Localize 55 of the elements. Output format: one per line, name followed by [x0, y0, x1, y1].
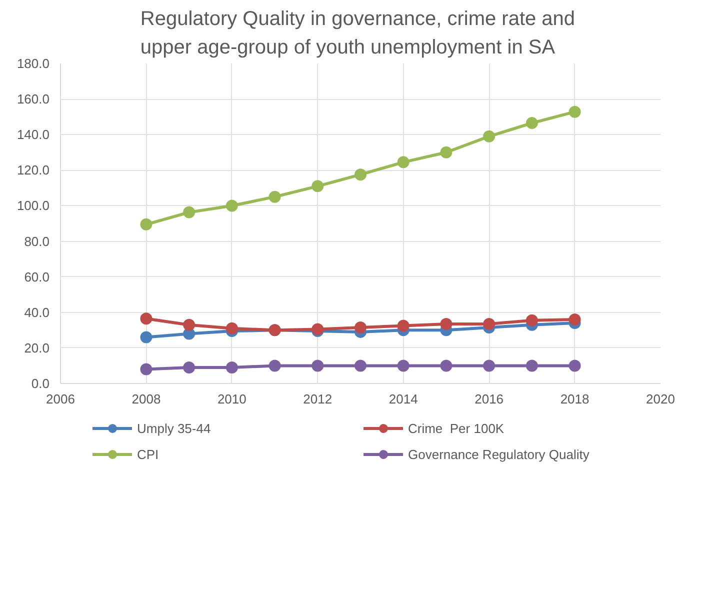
- y-tick-label: 20.0: [24, 340, 50, 356]
- x-tick-label: 2016: [474, 392, 504, 406]
- point: [268, 190, 281, 203]
- x-tick-label: 2020: [646, 392, 675, 406]
- point: [140, 363, 152, 376]
- point: [354, 322, 366, 334]
- chart-title: Regulatory Quality in governance, crime rate and upper age-group of youth unemployment in SA: [140, 8, 576, 58]
- point: [568, 360, 581, 372]
- x-tick-label: 2014: [388, 392, 418, 406]
- y-tick-label: 160.0: [16, 92, 50, 107]
- point: [440, 318, 452, 330]
- point: [140, 331, 152, 344]
- x-tick-label: 2010: [217, 392, 246, 406]
- point: [268, 360, 281, 372]
- point: [226, 362, 238, 374]
- point: [397, 320, 410, 332]
- point: [183, 206, 196, 218]
- y-tick-label: 100.0: [16, 198, 50, 214]
- point: [140, 312, 152, 325]
- y-tick-label: 180.0: [16, 56, 50, 71]
- point: [526, 314, 538, 326]
- point: [226, 200, 238, 212]
- point: [526, 360, 538, 372]
- point: [354, 168, 366, 181]
- point: [354, 360, 366, 372]
- y-tick-label: 120.0: [16, 162, 50, 178]
- point: [526, 117, 538, 130]
- y-tick-label: 0.0: [31, 376, 50, 391]
- point: [397, 156, 410, 168]
- point: [483, 318, 496, 330]
- point: [397, 360, 410, 372]
- point: [312, 180, 324, 192]
- y-tick-label: 60.0: [24, 269, 50, 284]
- x-tick-label: 2018: [560, 392, 590, 406]
- legend-label: CPI: [137, 446, 160, 462]
- point: [483, 130, 496, 142]
- point: [568, 106, 581, 118]
- legend-label: Crime Per 100K: [408, 420, 506, 436]
- point: [140, 218, 152, 230]
- legend-label: Governance Regulatory Quality: [408, 446, 590, 462]
- point: [440, 146, 452, 158]
- point: [568, 314, 581, 326]
- y-tick-label: 40.0: [24, 304, 50, 320]
- legend-label: Umply 35-44: [137, 420, 212, 436]
- point: [312, 360, 324, 372]
- y-tick-label: 80.0: [24, 234, 50, 249]
- x-tick-label: 2008: [132, 392, 161, 406]
- point: [183, 318, 196, 331]
- point: [483, 360, 496, 372]
- point: [226, 322, 238, 334]
- y-tick-label: 140.0: [16, 127, 50, 142]
- point: [440, 360, 452, 372]
- x-tick-label: 2012: [303, 392, 332, 406]
- point: [183, 362, 196, 374]
- x-tick-label: 2006: [46, 392, 75, 406]
